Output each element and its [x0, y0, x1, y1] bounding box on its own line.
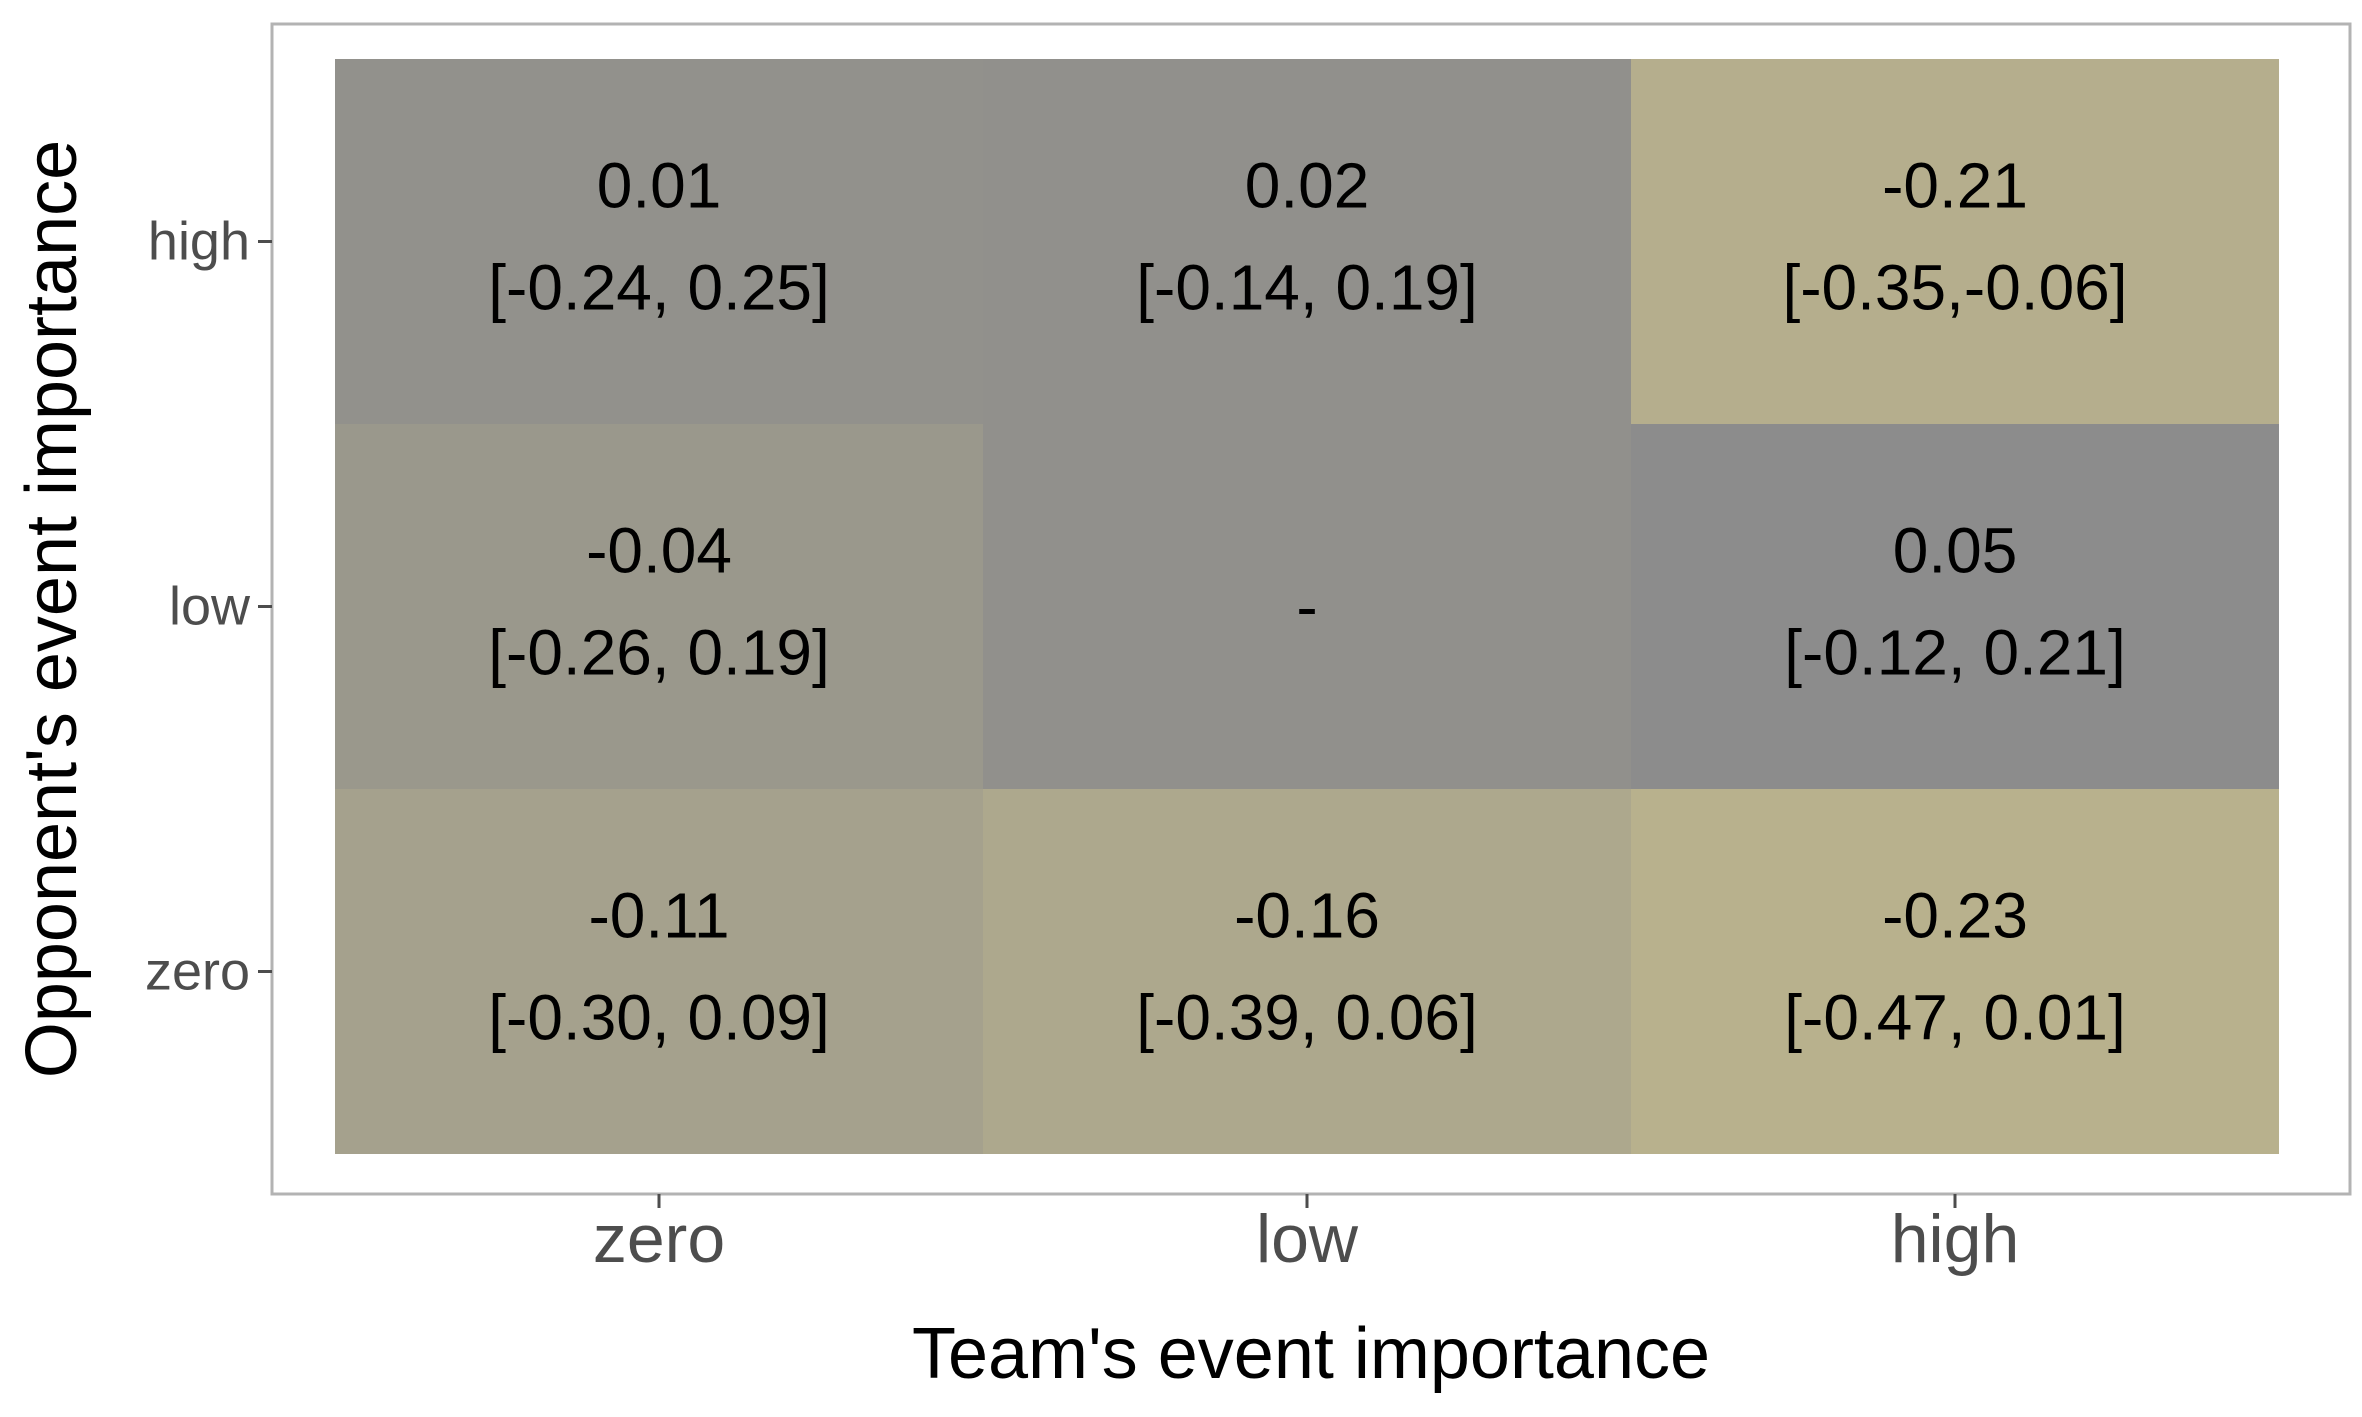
x-tick-label: high [1891, 1201, 2020, 1277]
cell-ci-label: [-0.14, 0.19] [1136, 252, 1478, 324]
y-tick-label: high [148, 212, 250, 272]
cell-estimate-label: -0.11 [588, 880, 729, 952]
heatmap-cell-zero-zero [335, 789, 983, 1154]
x-tick-label: zero [593, 1201, 725, 1277]
cell-estimate-label: -0.16 [1234, 880, 1380, 952]
x-tick-label: low [1256, 1201, 1359, 1277]
y-axis: zero low high [145, 212, 272, 1002]
cell-estimate-label: 0.02 [1245, 150, 1370, 222]
cell-ci-label: [-0.35,-0.06] [1782, 252, 2127, 324]
heatmap-cell-zero-high [335, 59, 983, 424]
x-axis: zero low high [593, 1194, 2019, 1277]
cell-estimate-label: -0.21 [1882, 150, 2028, 222]
y-tick-label: zero [145, 942, 250, 1002]
cell-estimate-label: -0.04 [586, 515, 732, 587]
heatmap-cell-high-zero [1631, 789, 2279, 1154]
cell-ci-label: [-0.24, 0.25] [488, 252, 830, 324]
cell-ci-label: [-0.30, 0.09] [488, 982, 830, 1054]
heatmap-cell-low-high [983, 59, 1631, 424]
heatmap-cells: 0.01 [-0.24, 0.25] 0.02 [-0.14, 0.19] -0.21 [… [335, 59, 2279, 1154]
cell-estimate-label: - [1296, 571, 1317, 643]
cell-estimate-label: -0.23 [1882, 880, 2028, 952]
heatmap-cell-high-high [1631, 59, 2279, 424]
heatmap-cell-high-low [1631, 424, 2279, 789]
cell-ci-label: [-0.39, 0.06] [1136, 982, 1478, 1054]
heatmap-cell-zero-low [335, 424, 983, 789]
cell-ci-label: [-0.47, 0.01] [1784, 982, 2126, 1054]
cell-ci-label: [-0.26, 0.19] [488, 617, 830, 689]
cell-estimate-label: 0.05 [1893, 515, 2018, 587]
cell-ci-label: [-0.12, 0.21] [1784, 617, 2126, 689]
y-axis-title: Opponent's event importance [12, 140, 92, 1078]
heatmap-cell-low-zero [983, 789, 1631, 1154]
y-tick-label: low [169, 577, 251, 637]
cell-estimate-label: 0.01 [597, 150, 722, 222]
heatmap-cell-low-low [983, 424, 1631, 789]
x-axis-title: Team's event importance [912, 1314, 1710, 1394]
